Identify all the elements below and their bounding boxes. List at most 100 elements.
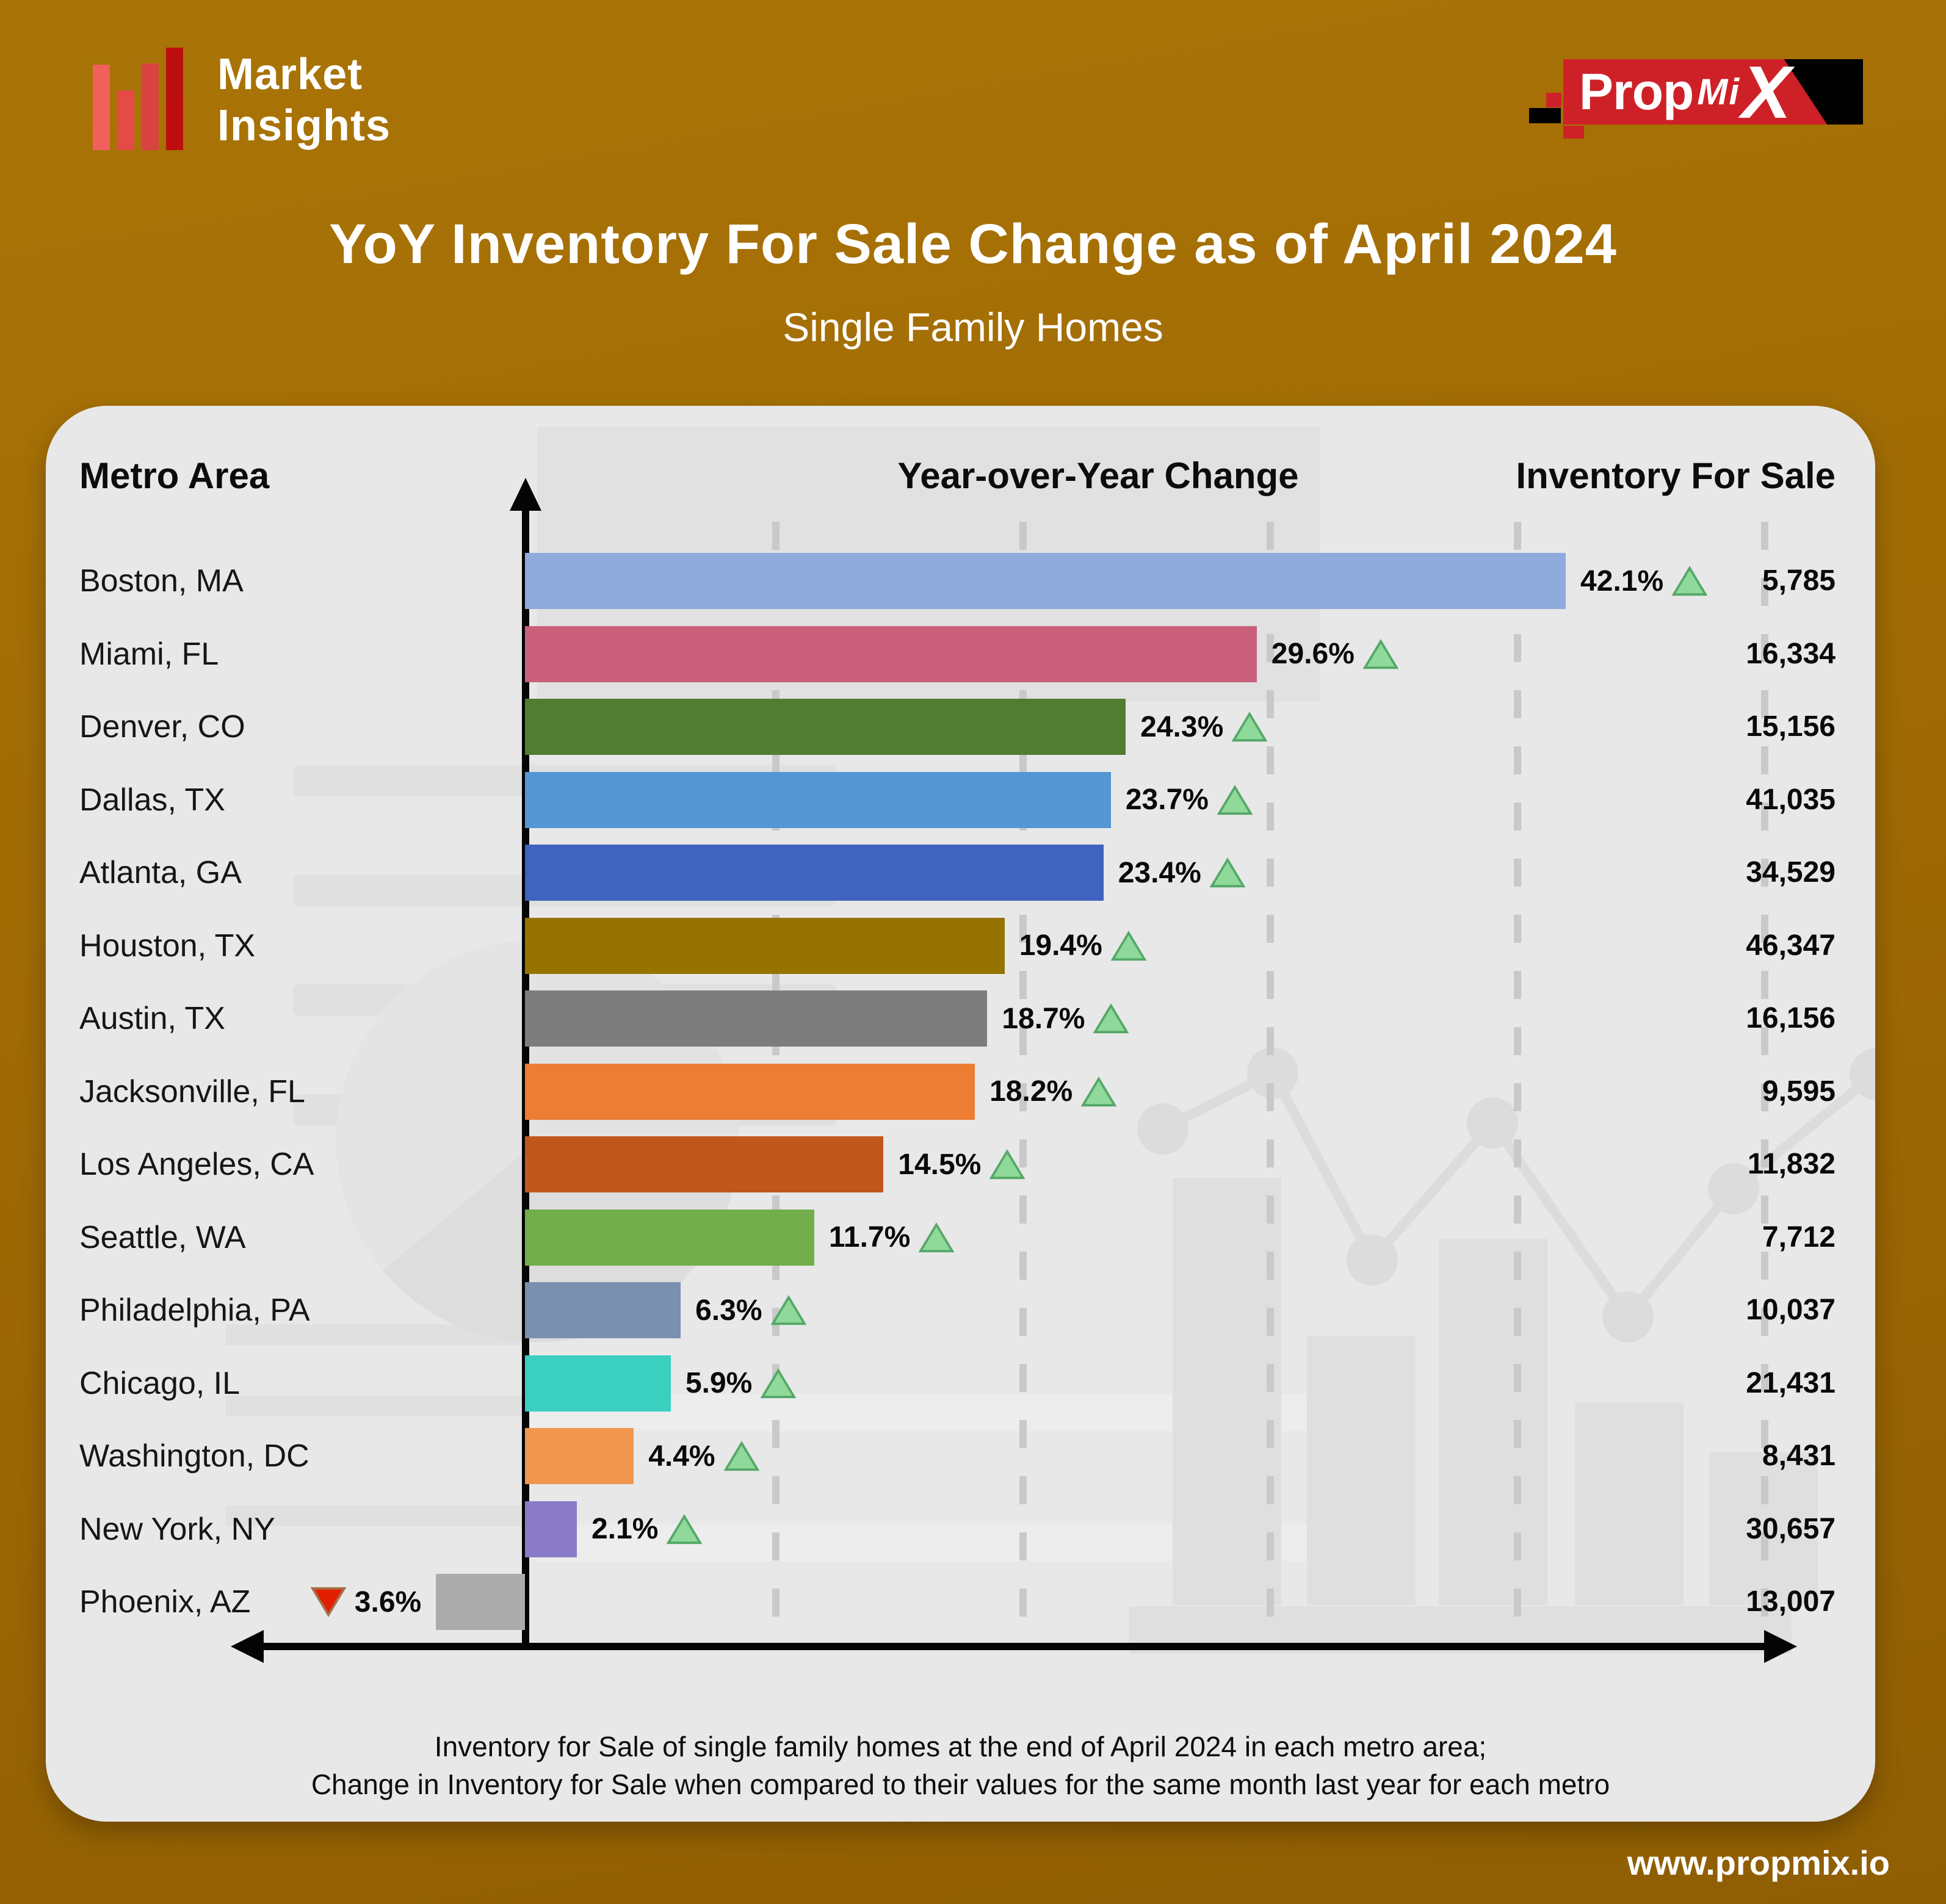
change-direction-icon <box>761 1368 797 1398</box>
chart-panel: Metro Area Year-over-Year Change Invento… <box>46 406 1875 1822</box>
yoy-value-group: 2.1% <box>591 1501 703 1557</box>
x-axis-line <box>262 1643 1764 1650</box>
yoy-value: 11.7% <box>828 1221 911 1253</box>
metro-row: Washington, DC 4.4% 8,431 <box>46 1428 1875 1484</box>
yoy-bar <box>436 1574 525 1630</box>
inventory-value: 21,431 <box>1746 1366 1836 1399</box>
metro-label: Chicago, IL <box>79 1365 241 1401</box>
yoy-value-group: 4.4% <box>648 1428 759 1484</box>
inventory-value: 10,037 <box>1746 1294 1836 1326</box>
propmix-x-text: X <box>1742 50 1792 134</box>
watermark-column <box>1307 1336 1416 1605</box>
propmix-prop-text: Prop <box>1579 63 1694 120</box>
yoy-bar <box>525 1282 681 1338</box>
yoy-bar <box>525 771 1111 828</box>
metro-label: Dallas, TX <box>79 782 225 818</box>
yoy-bar <box>525 553 1566 609</box>
column-header-yoy: Year-over-Year Change <box>897 455 1299 496</box>
website-link: www.propmix.io <box>1627 1844 1890 1882</box>
yoy-value-group: 5.9% <box>685 1355 797 1412</box>
metro-row: Seattle, WA 11.7% 7,712 <box>46 1209 1875 1266</box>
inventory-value: 8,431 <box>1762 1440 1836 1472</box>
caption-line2: Change in Inventory for Sale when compar… <box>311 1769 1610 1800</box>
yoy-value-group: 6.3% <box>695 1282 806 1338</box>
yoy-value: 18.7% <box>1002 1002 1085 1035</box>
metro-label: Denver, CO <box>79 709 245 745</box>
x-axis-right-arrow-icon <box>1764 1630 1797 1663</box>
inventory-value: 16,334 <box>1746 637 1836 670</box>
metro-row: Houston, TX 19.4% 46,347 <box>46 917 1875 974</box>
inventory-value: 41,035 <box>1746 783 1836 816</box>
change-direction-icon <box>1672 566 1708 596</box>
metro-row: Los Angeles, CA 14.5% 11,832 <box>46 1136 1875 1192</box>
yoy-value-group: 29.6% <box>1271 626 1398 682</box>
caption-line1: Inventory for Sale of single family home… <box>434 1731 1487 1762</box>
yoy-value: 6.3% <box>695 1294 762 1327</box>
metro-row: Miami, FL 29.6% 16,334 <box>46 626 1875 682</box>
yoy-value-group: 18.2% <box>989 1064 1117 1120</box>
yoy-bar <box>525 1428 634 1484</box>
change-direction-icon <box>1232 712 1268 742</box>
metro-row: Phoenix, AZ 3.6% 13,007 <box>46 1574 1875 1630</box>
change-direction-icon <box>667 1513 703 1544</box>
metro-label: Austin, TX <box>79 1001 225 1036</box>
metro-row: Chicago, IL 5.9% 21,431 <box>46 1355 1875 1412</box>
gridline-50pct <box>1761 522 1768 1646</box>
yoy-bar <box>525 990 988 1047</box>
column-header-inventory: Inventory For Sale <box>1516 455 1836 496</box>
metro-label: Houston, TX <box>79 928 256 964</box>
watermark-column <box>1575 1403 1684 1605</box>
yoy-value: 5.9% <box>685 1367 753 1399</box>
metro-label: Boston, MA <box>79 563 244 599</box>
yoy-value: 24.3% <box>1140 710 1224 743</box>
yoy-bar <box>525 1355 671 1412</box>
yoy-value: 14.5% <box>898 1148 982 1181</box>
inventory-value: 34,529 <box>1746 856 1836 889</box>
yoy-value: 23.4% <box>1118 856 1201 889</box>
change-direction-icon <box>310 1587 346 1617</box>
logo-bar-icon <box>166 48 183 150</box>
watermark-bar <box>226 1506 524 1526</box>
change-direction-icon <box>1093 1003 1129 1034</box>
inventory-value: 13,007 <box>1746 1585 1836 1618</box>
yoy-value: 3.6% <box>354 1585 422 1618</box>
metro-label: Phoenix, AZ <box>79 1584 251 1620</box>
metro-row: Boston, MA 42.1% 5,785 <box>46 553 1875 609</box>
change-direction-icon <box>989 1149 1025 1180</box>
change-direction-icon <box>1362 638 1398 669</box>
yoy-value: 23.7% <box>1125 784 1209 816</box>
change-direction-icon <box>1217 784 1253 815</box>
yoy-value: 18.2% <box>989 1075 1073 1108</box>
metro-label: Los Angeles, CA <box>79 1147 314 1182</box>
yoy-bar <box>525 917 1005 974</box>
yoy-bar <box>525 845 1104 901</box>
yoy-value-group: 23.4% <box>1118 845 1245 901</box>
inventory-value: 30,657 <box>1746 1512 1836 1545</box>
inventory-value: 16,156 <box>1746 1002 1836 1034</box>
logo-bar-icon <box>142 63 159 150</box>
propmix-mi-text: Mi <box>1697 71 1740 112</box>
inventory-value: 15,156 <box>1746 710 1836 743</box>
metro-row: Austin, TX 18.7% 16,156 <box>46 990 1875 1047</box>
logo-bar-icon <box>93 65 110 150</box>
change-direction-icon <box>723 1441 759 1471</box>
change-direction-icon <box>1209 857 1245 888</box>
yoy-bar <box>525 1136 884 1192</box>
market-insights-logo-icon <box>93 48 184 150</box>
metro-row: Jacksonville, FL 18.2% 9,595 <box>46 1063 1875 1120</box>
yoy-value: 4.4% <box>648 1440 715 1473</box>
change-direction-icon <box>770 1295 806 1325</box>
change-direction-icon <box>919 1222 955 1252</box>
inventory-value: 46,347 <box>1746 929 1836 962</box>
yoy-value-group: 19.4% <box>1019 918 1146 974</box>
inventory-value: 9,595 <box>1762 1075 1836 1108</box>
logo-line2: Insights <box>217 101 391 150</box>
inventory-value: 7,712 <box>1762 1221 1836 1253</box>
yoy-value-group: 42.1% <box>1580 553 1708 609</box>
metro-label: Washington, DC <box>79 1438 309 1474</box>
yoy-value-group: 11.7% <box>828 1210 955 1266</box>
yoy-value-group: 14.5% <box>898 1136 1025 1192</box>
y-axis-arrow-icon <box>510 478 541 511</box>
yoy-value-group: 18.7% <box>1002 990 1129 1047</box>
change-direction-icon <box>1110 930 1146 961</box>
